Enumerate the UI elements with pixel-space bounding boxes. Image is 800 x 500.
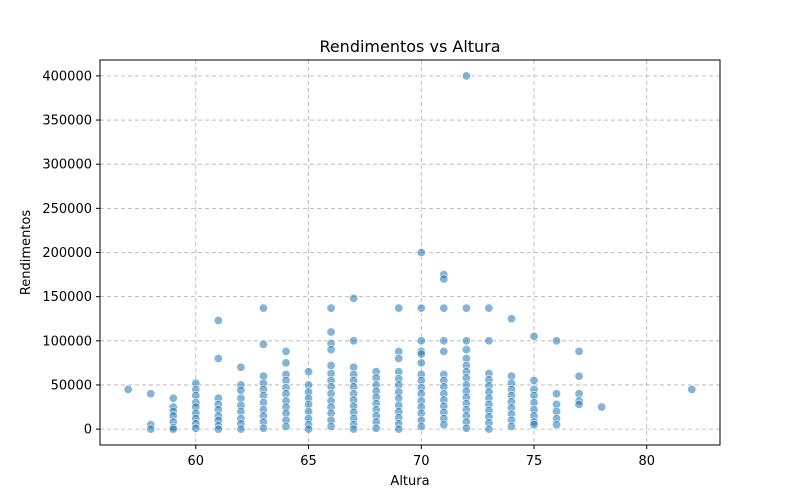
y-axis-label: Rendimentos: [19, 210, 34, 296]
data-point: [326, 303, 336, 313]
data-point: [552, 420, 562, 430]
x-axis-label: Altura: [390, 474, 429, 489]
data-point: [304, 367, 314, 377]
data-point: [281, 358, 291, 368]
x-axis: 60 65 70 75 80: [188, 445, 655, 469]
data-point: [213, 353, 223, 363]
y-tick-label: 50000: [51, 378, 92, 393]
data-point: [281, 421, 291, 431]
data-point: [461, 336, 471, 346]
data-point: [394, 424, 404, 434]
data-point: [416, 358, 426, 368]
data-point: [349, 293, 359, 303]
x-tick-label: 65: [300, 454, 317, 469]
data-point: [371, 423, 381, 433]
grid: [100, 60, 720, 445]
data-point: [439, 303, 449, 313]
data-point: [484, 303, 494, 313]
data-point: [394, 303, 404, 313]
y-tick-label: 300000: [42, 158, 92, 173]
data-point: [506, 314, 516, 324]
data-point: [304, 424, 314, 434]
data-point: [258, 423, 268, 433]
data-point: [258, 303, 268, 313]
chart-title: Rendimentos vs Altura: [319, 37, 500, 56]
x-tick-label: 80: [638, 454, 655, 469]
y-tick-label: 250000: [42, 202, 92, 217]
data-point: [146, 389, 156, 399]
data-point: [236, 424, 246, 434]
x-tick-label: 70: [413, 454, 430, 469]
data-point: [439, 336, 449, 346]
data-point: [597, 402, 607, 412]
data-point: [416, 248, 426, 258]
y-tick-label: 100000: [42, 334, 92, 349]
data-point: [236, 362, 246, 372]
data-point: [168, 424, 178, 434]
data-points: [123, 71, 697, 434]
y-axis: 0 50000 100000 150000 200000 250000 300000 3500…: [42, 69, 100, 438]
data-point: [529, 331, 539, 341]
data-point: [349, 424, 359, 434]
data-point: [213, 424, 223, 434]
data-point: [416, 349, 426, 359]
data-point: [326, 361, 336, 371]
data-point: [552, 389, 562, 399]
data-point: [281, 346, 291, 356]
data-point: [191, 423, 201, 433]
y-tick-label: 0: [84, 423, 92, 438]
data-point: [258, 339, 268, 349]
data-point: [349, 336, 359, 346]
data-point: [326, 345, 336, 355]
data-point: [574, 346, 584, 356]
y-tick-label: 150000: [42, 290, 92, 305]
data-point: [439, 346, 449, 356]
data-point: [416, 336, 426, 346]
data-point: [461, 303, 471, 313]
data-point: [461, 71, 471, 81]
data-point: [439, 274, 449, 284]
data-point: [439, 420, 449, 430]
data-point: [506, 421, 516, 431]
data-point: [529, 376, 539, 386]
data-point: [687, 384, 697, 394]
data-point: [326, 327, 336, 337]
data-point: [236, 385, 246, 395]
data-point: [574, 399, 584, 409]
data-point: [484, 336, 494, 346]
data-point: [484, 424, 494, 434]
data-point: [123, 384, 133, 394]
data-point: [574, 371, 584, 381]
data-point: [461, 423, 471, 433]
data-point: [552, 336, 562, 346]
data-point: [326, 421, 336, 431]
data-point: [213, 315, 223, 325]
data-point: [461, 345, 471, 355]
data-point: [529, 420, 539, 430]
y-tick-label: 350000: [42, 114, 92, 129]
data-point: [146, 424, 156, 434]
y-tick-label: 400000: [42, 69, 92, 84]
data-point: [394, 353, 404, 363]
x-tick-label: 75: [526, 454, 543, 469]
x-tick-label: 60: [188, 454, 205, 469]
data-point: [416, 303, 426, 313]
data-point: [168, 393, 178, 403]
y-tick-label: 200000: [42, 246, 92, 261]
data-point: [416, 421, 426, 431]
